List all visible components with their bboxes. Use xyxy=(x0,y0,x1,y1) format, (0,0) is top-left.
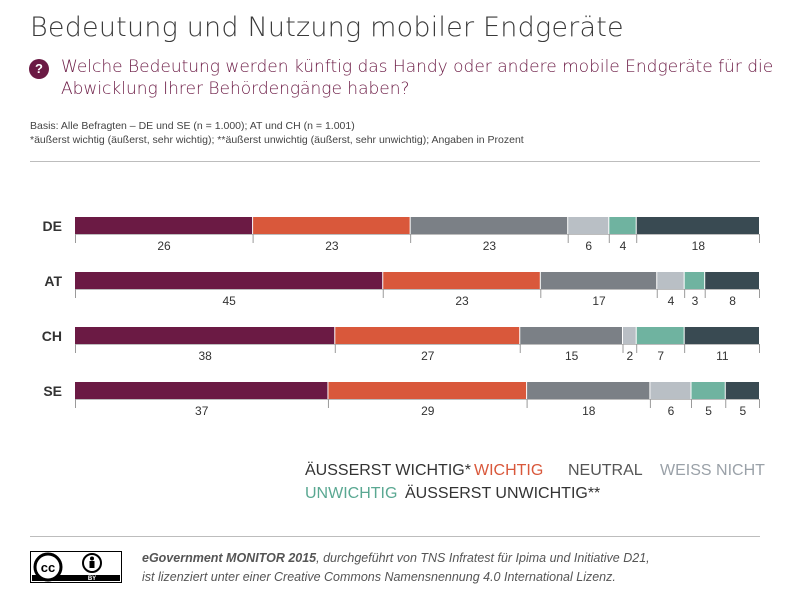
value-label-at-4: 4 xyxy=(668,294,675,308)
bar-ch-segment-6 xyxy=(684,327,759,344)
source-bold: eGovernment MONITOR 2015 xyxy=(142,551,317,565)
legend-item-6: ÄUSSERST UNWICHTIG** xyxy=(405,485,600,503)
category-label-at: AT xyxy=(44,273,62,289)
bar-at-segment-2 xyxy=(383,272,540,289)
value-label-de-6: 18 xyxy=(692,239,706,253)
source-rest: , durchgeführt von TNS Infratest für Ipi… xyxy=(316,551,650,565)
bar-se-segment-3 xyxy=(527,382,650,399)
legend-label: WEISS NICHT xyxy=(660,462,765,479)
legend-item-1: ÄUSSERST WICHTIG* xyxy=(305,462,471,480)
bar-de-segment-4 xyxy=(568,217,609,234)
bar-ch-segment-5 xyxy=(636,327,684,344)
value-label-at-1: 45 xyxy=(222,294,236,308)
bar-se-segment-6 xyxy=(725,382,759,399)
value-label-ch-2: 27 xyxy=(421,349,435,363)
category-label-de: DE xyxy=(43,218,62,234)
legend-item-2: WICHTIG xyxy=(474,462,543,480)
value-label-de-2: 23 xyxy=(325,239,339,253)
value-label-de-1: 26 xyxy=(157,239,171,253)
value-label-de-5: 4 xyxy=(620,239,627,253)
survey-question: Welche Bedeutung werden künftig das Hand… xyxy=(61,57,774,99)
bar-de-segment-6 xyxy=(636,217,759,234)
bar-at-segment-1 xyxy=(75,272,383,289)
bar-de-segment-1 xyxy=(75,217,253,234)
by-label: BY xyxy=(88,576,96,582)
value-label-at-5: 3 xyxy=(692,294,699,308)
cc-label: cc xyxy=(41,560,55,575)
category-label-se: SE xyxy=(43,383,62,399)
value-label-ch-1: 38 xyxy=(198,349,212,363)
page-title: Bedeutung und Nutzung mobiler Endgeräte xyxy=(30,12,624,43)
bar-se-segment-2 xyxy=(328,382,527,399)
value-label-se-4: 6 xyxy=(668,404,675,418)
value-label-se-5: 5 xyxy=(705,404,712,418)
value-label-se-3: 18 xyxy=(582,404,596,418)
bar-de-segment-5 xyxy=(609,217,636,234)
bar-se-segment-1 xyxy=(75,382,328,399)
value-label-se-1: 37 xyxy=(195,404,209,418)
bar-de-segment-2 xyxy=(253,217,410,234)
bar-at-segment-4 xyxy=(657,272,684,289)
basis-line-1: Basis: Alle Befragten – DE und SE (n = 1… xyxy=(30,120,355,132)
creative-commons-by-icon: cc BY xyxy=(30,551,122,583)
value-label-se-6: 5 xyxy=(740,404,747,418)
value-label-de-3: 23 xyxy=(483,239,497,253)
value-label-ch-4: 2 xyxy=(627,349,634,363)
footer-source: eGovernment MONITOR 2015, durchgeführt v… xyxy=(142,549,650,587)
category-label-ch: CH xyxy=(42,328,62,344)
legend-label: ÄUSSERST WICHTIG* xyxy=(305,462,471,479)
value-label-at-2: 23 xyxy=(455,294,469,308)
bar-ch-segment-2 xyxy=(335,327,520,344)
bar-ch-segment-3 xyxy=(520,327,622,344)
value-label-ch-6: 11 xyxy=(716,349,729,363)
top-divider xyxy=(30,161,760,162)
value-label-se-2: 29 xyxy=(421,404,435,418)
value-label-ch-5: 7 xyxy=(657,349,664,363)
bar-se-segment-4 xyxy=(650,382,691,399)
value-label-at-3: 17 xyxy=(592,294,606,308)
value-label-ch-3: 15 xyxy=(565,349,579,363)
basis-line-2: *äußerst wichtig (äußerst, sehr wichtig)… xyxy=(30,134,524,146)
legend-label: UNWICHTIG xyxy=(305,485,398,502)
legend-label: WICHTIG xyxy=(474,462,544,479)
bottom-divider xyxy=(30,536,760,537)
legend-item-3: NEUTRAL xyxy=(568,462,643,480)
bar-ch-segment-4 xyxy=(623,327,636,344)
bar-ch-segment-1 xyxy=(75,327,335,344)
license-text: ist lizenziert unter einer Creative Comm… xyxy=(142,570,616,584)
legend-item-4: WEISS NICHT xyxy=(660,462,765,480)
bar-se-segment-5 xyxy=(691,382,725,399)
question-icon: ? xyxy=(29,59,49,79)
bar-de-segment-3 xyxy=(410,217,568,234)
basis-note: Basis: Alle Befragten – DE und SE (n = 1… xyxy=(30,119,524,147)
value-label-at-6: 8 xyxy=(729,294,736,308)
bar-at-segment-3 xyxy=(540,272,657,289)
bar-at-segment-6 xyxy=(705,272,759,289)
legend-item-5: UNWICHTIG xyxy=(305,485,397,503)
legend-label: NEUTRAL xyxy=(568,462,643,479)
value-label-de-4: 6 xyxy=(585,239,592,253)
bar-at-segment-5 xyxy=(684,272,705,289)
legend-label: ÄUSSERST UNWICHTIG** xyxy=(405,485,601,502)
